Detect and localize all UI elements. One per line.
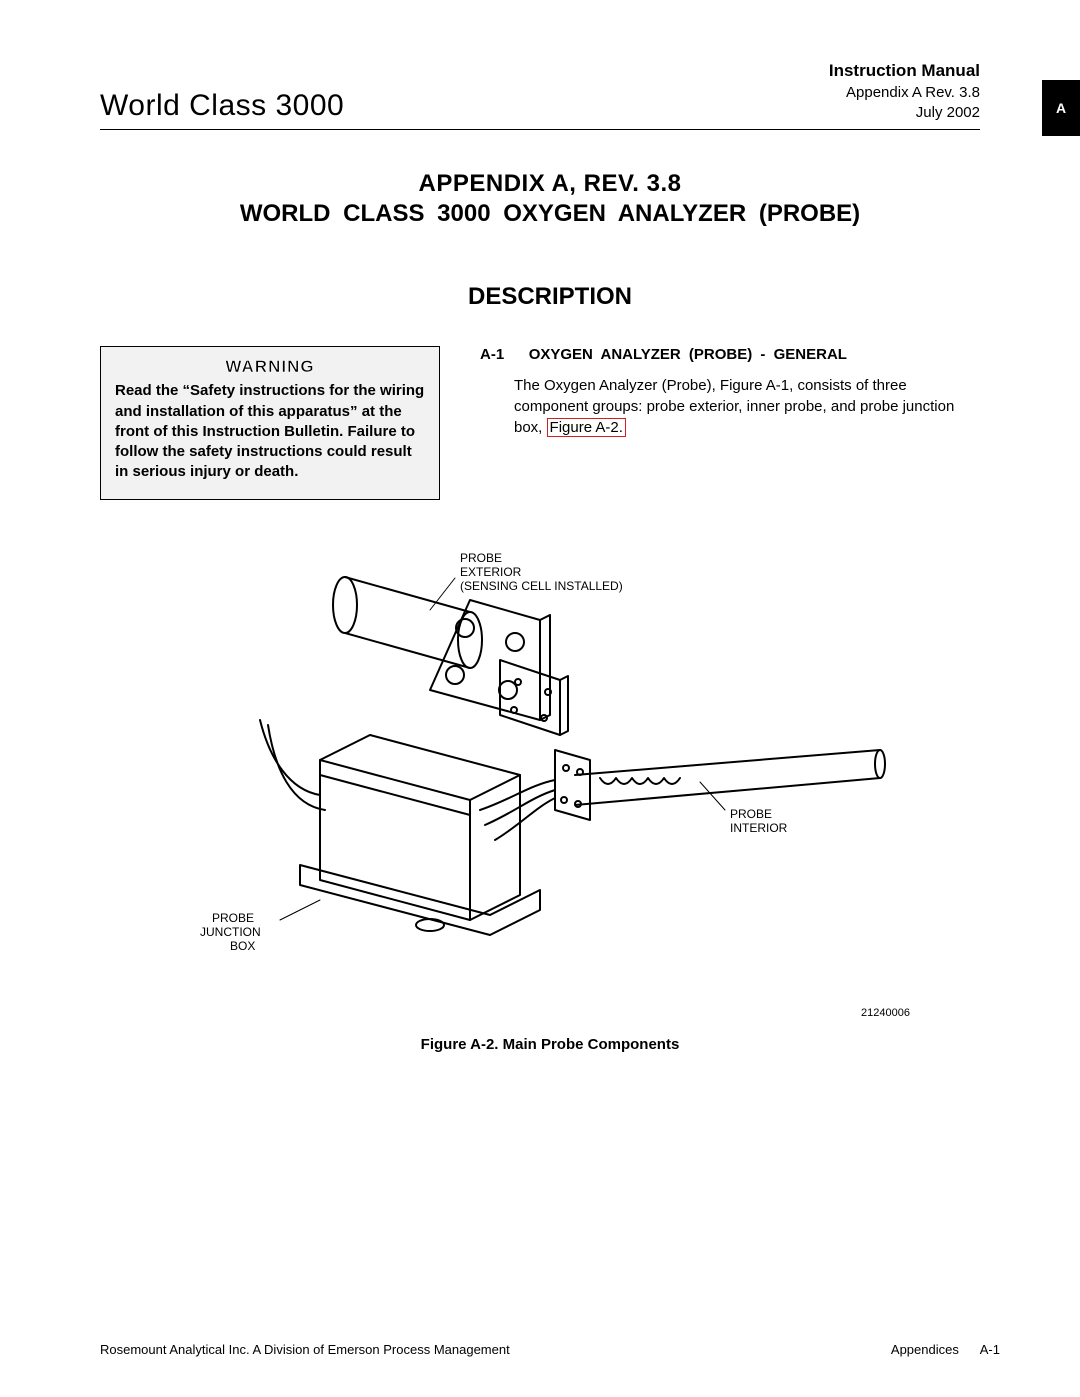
figure-illustration: PROBE EXTERIOR (SENSING CELL INSTALLED) … [170,550,930,1030]
page-footer: Rosemount Analytical Inc. A Division of … [100,1342,1000,1357]
label-probe-interior-1: PROBE [730,807,772,821]
junction-box-drawing [260,720,540,935]
section-body: The Oxygen Analyzer (Probe), Figure A-1,… [480,375,980,438]
label-probe-interior-2: INTERIOR [730,821,788,835]
section-title: OXYGEN ANALYZER (PROBE) - GENERAL [529,346,847,363]
figure-a2: PROBE EXTERIOR (SENSING CELL INSTALLED) … [100,550,1000,1053]
manual-label: Instruction Manual [829,60,980,83]
section-number: A-1 [480,346,504,363]
figure-drawing-id: 21240006 [861,1007,910,1019]
warning-label: WARNING [115,357,425,377]
footer-section-label: Appendices [891,1342,959,1357]
footer-left: Rosemount Analytical Inc. A Division of … [100,1342,510,1357]
figure-reference-link[interactable]: Figure A-2. [547,418,626,437]
footer-right: Appendices A-1 [891,1342,1000,1357]
appendix-rev: Appendix A Rev. 3.8 [829,83,980,103]
product-title: World Class 3000 [100,89,344,123]
label-junction-box-1: PROBE [212,911,254,925]
warning-text: Read the “Safety instructions for the wi… [115,381,425,482]
label-junction-box-2: JUNCTION [200,925,261,939]
thumb-tab: A [1042,80,1080,136]
label-probe-exterior-2: EXTERIOR [460,565,522,579]
two-column-region: WARNING Read the “Safety instructions fo… [100,346,980,499]
footer-page-number: A-1 [980,1342,1000,1357]
section-heading: A-1 OXYGEN ANALYZER (PROBE) - GENERAL [480,346,980,363]
title-block: APPENDIX A, REV. 3.8 WORLD CLASS 3000 OX… [100,170,1000,311]
figure-caption: Figure A-2. Main Probe Components [100,1036,1000,1053]
page: A World Class 3000 Instruction Manual Ap… [0,0,1080,1397]
label-junction-box-3: BOX [230,939,255,953]
header-date: July 2002 [829,103,980,123]
header-meta: Instruction Manual Appendix A Rev. 3.8 J… [829,60,980,123]
subtitle: WORLD CLASS 3000 OXYGEN ANALYZER (PROBE) [100,200,1000,228]
label-probe-exterior-3: (SENSING CELL INSTALLED) [460,579,623,593]
probe-interior-drawing [480,750,885,840]
probe-exterior-drawing [333,577,568,735]
description-heading: DESCRIPTION [100,283,1000,311]
appendix-line: APPENDIX A, REV. 3.8 [100,170,1000,198]
warning-box: WARNING Read the “Safety instructions fo… [100,346,440,499]
section-a1: A-1 OXYGEN ANALYZER (PROBE) - GENERAL Th… [480,346,980,499]
page-header: World Class 3000 Instruction Manual Appe… [100,60,980,130]
label-probe-exterior-1: PROBE [460,551,502,565]
